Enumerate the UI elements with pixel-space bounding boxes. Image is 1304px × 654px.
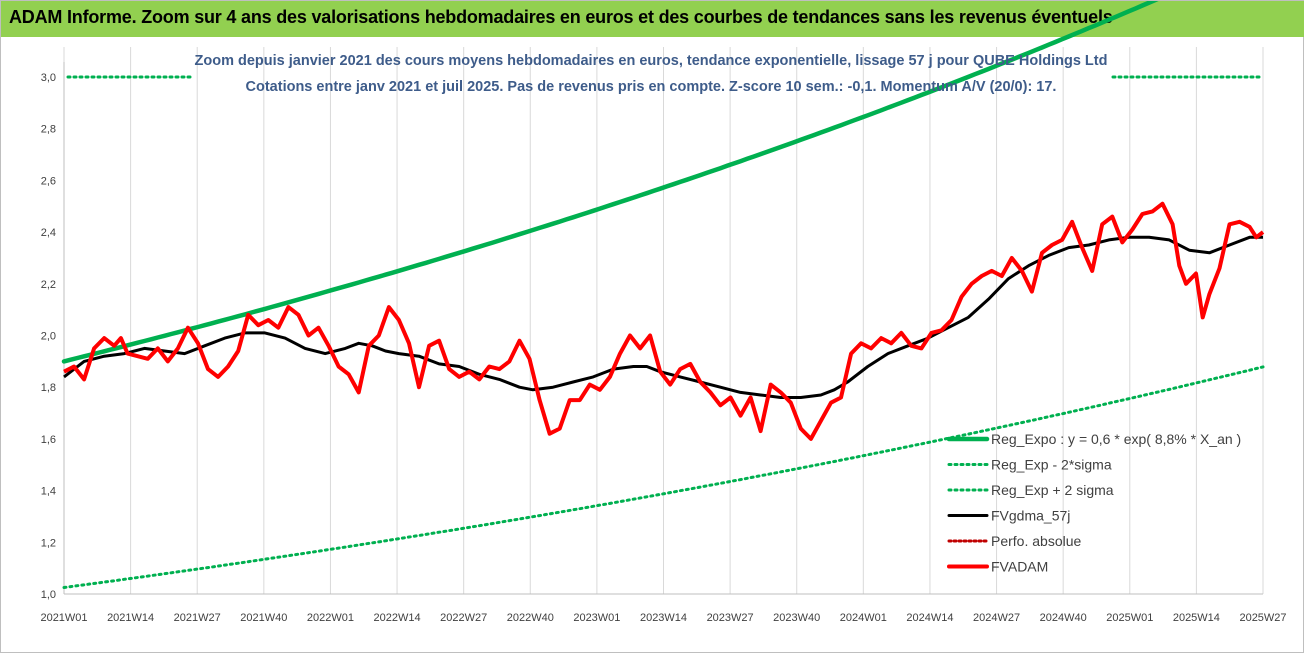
y-tick-label: 2,2 [41, 279, 56, 291]
x-tick-label: 2024W01 [840, 612, 887, 624]
y-tick-label: 2,8 [41, 124, 56, 136]
x-tick-label: 2025W14 [1173, 612, 1220, 624]
y-tick-label: 1,6 [41, 434, 56, 446]
page-title: ADAM Informe. Zoom sur 4 ans des valoris… [9, 7, 1113, 27]
series-trend-line [61, 1, 1159, 364]
series-price-line [63, 201, 1265, 441]
x-tick-label: 2022W27 [440, 612, 487, 624]
x-tick-label: 2023W01 [573, 612, 620, 624]
y-tick-label: 2,4 [41, 227, 56, 239]
legend-label-trend: Reg_Expo : y = 0,6 * exp( 8,8% * X_an ) [991, 431, 1241, 447]
x-tick-label: 2022W40 [507, 612, 554, 624]
x-tick-label: 2024W40 [1040, 612, 1087, 624]
y-tick-label: 1,2 [41, 537, 56, 549]
chart-subtitle: Cotations entre janv 2021 et juil 2025. … [245, 79, 1057, 95]
y-tick-label: 1,4 [41, 486, 56, 498]
legend-label-smooth: FVgdma_57j [991, 508, 1070, 524]
x-tick-label: 2021W40 [240, 612, 287, 624]
chart-title: Zoom depuis janvier 2021 des cours moyen… [194, 53, 1108, 69]
x-tick-label: 2023W14 [640, 612, 687, 624]
x-tick-label: 2025W01 [1106, 612, 1153, 624]
x-tick-label: 2024W14 [906, 612, 953, 624]
y-tick-label: 1,8 [41, 382, 56, 394]
x-tick-label: 2023W40 [773, 612, 820, 624]
legend-label-high: Reg_Exp + 2 sigma [991, 482, 1114, 498]
x-tick-label: 2021W14 [107, 612, 154, 624]
y-tick-label: 2,6 [41, 175, 56, 187]
x-tick-label: 2024W27 [973, 612, 1020, 624]
legend-label-low: Reg_Exp - 2*sigma [991, 457, 1112, 473]
legend-label-price: FVADAM [991, 559, 1048, 575]
x-tick-label: 2022W01 [307, 612, 354, 624]
y-tick-label: 3,0 [41, 72, 56, 84]
y-tick-label: 2,0 [41, 331, 56, 343]
series-low-sigma-line [62, 365, 1265, 589]
x-tick-label: 2025W27 [1239, 612, 1286, 624]
x-tick-label: 2022W14 [374, 612, 421, 624]
x-tick-label: 2023W27 [707, 612, 754, 624]
title-banner: ADAM Informe. Zoom sur 4 ans des valoris… [1, 1, 1304, 37]
x-tick-label: 2021W27 [174, 612, 221, 624]
x-tick-label: 2021W01 [40, 612, 87, 624]
series-smooth-line [63, 235, 1263, 399]
legend-label-perf: Perfo. absolue [991, 533, 1081, 549]
y-tick-label: 1,0 [41, 589, 56, 601]
